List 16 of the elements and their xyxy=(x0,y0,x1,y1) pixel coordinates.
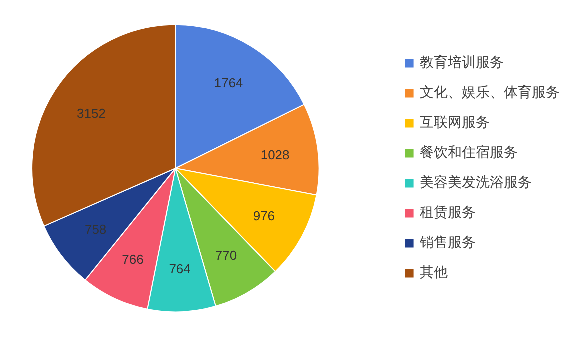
data-label: 3152 xyxy=(77,106,106,122)
legend-label: 文化、娱乐、体育服务 xyxy=(420,84,560,102)
data-label: 976 xyxy=(253,208,276,224)
legend-label: 销售服务 xyxy=(420,234,476,252)
data-label: 770 xyxy=(215,248,238,263)
legend-label: 其他 xyxy=(420,264,448,282)
legend-label: 餐饮和住宿服务 xyxy=(420,144,518,162)
legend-label: 租赁服务 xyxy=(420,204,476,222)
legend-label: 教育培训服务 xyxy=(420,54,504,72)
data-label: 1764 xyxy=(214,76,244,91)
data-label: 766 xyxy=(122,252,144,268)
legend-label: 美容美发洗浴服务 xyxy=(420,174,532,192)
legend-label: 互联网服务 xyxy=(420,114,490,132)
data-label: 764 xyxy=(169,261,191,276)
data-label: 1028 xyxy=(260,147,290,162)
data-label: 758 xyxy=(84,222,107,238)
